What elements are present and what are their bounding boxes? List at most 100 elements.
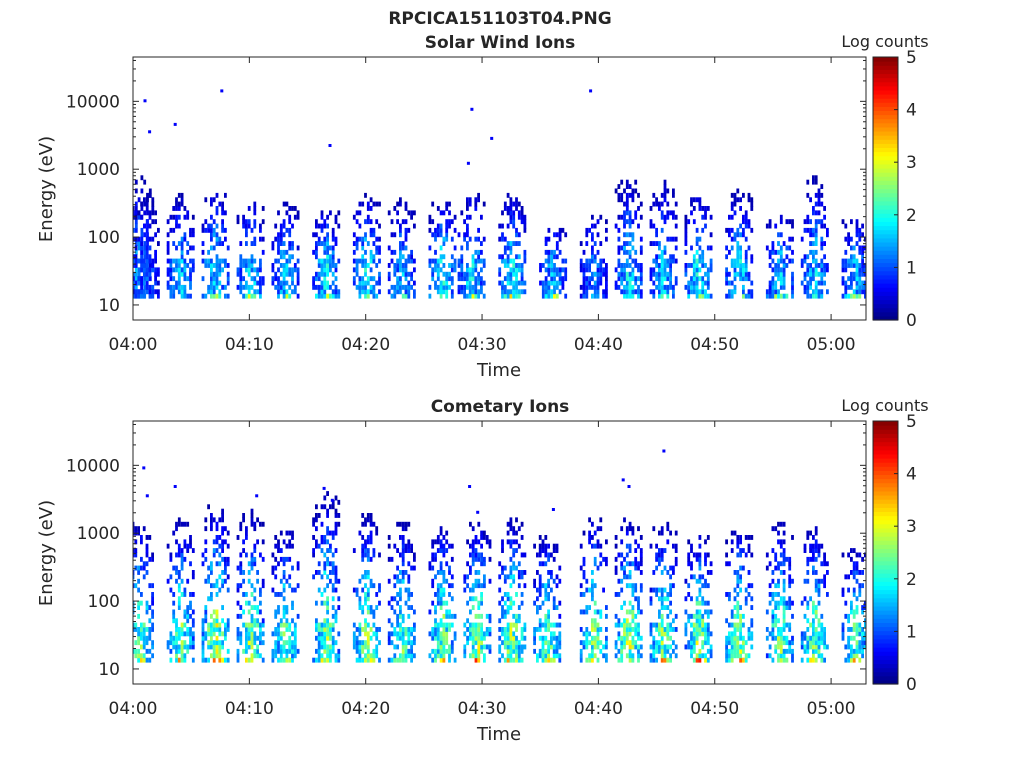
spectrogram-cell xyxy=(210,570,213,575)
spectrogram-cell xyxy=(823,657,826,663)
spectrogram-cell xyxy=(358,578,362,584)
spectrogram-cell xyxy=(180,653,184,659)
spectrogram-cell xyxy=(259,640,262,646)
spectrogram-cell xyxy=(602,556,605,562)
spectrogram-cell xyxy=(175,644,178,650)
spectrogram-cell xyxy=(803,635,807,641)
spectrogram-cell xyxy=(744,657,748,663)
spectrogram-cell xyxy=(809,232,812,238)
spectrogram-cell xyxy=(850,219,853,225)
spectrogram-cell xyxy=(480,600,483,606)
spectrogram-cell xyxy=(814,578,818,584)
spectrogram-cell xyxy=(434,631,437,637)
spectrogram-cell xyxy=(355,263,359,268)
spectrogram-cell xyxy=(498,648,502,654)
spectrogram-cell xyxy=(512,201,516,207)
spectrogram-cell xyxy=(509,197,513,203)
spectrogram-cell xyxy=(782,284,786,290)
spectrogram-cell xyxy=(271,653,275,659)
spectrogram-cell xyxy=(777,644,780,650)
spectrogram-cell xyxy=(812,565,815,571)
spectrogram-cell xyxy=(210,644,213,650)
spectrogram-cell xyxy=(253,622,257,628)
spectrogram-cell xyxy=(407,635,411,641)
spectrogram-cell xyxy=(236,267,240,273)
spectrogram-cell xyxy=(448,565,451,571)
spectrogram-cell xyxy=(331,232,335,238)
spectrogram-cell xyxy=(695,613,699,619)
spectrogram-cell xyxy=(329,284,332,290)
spectrogram-cell xyxy=(352,232,356,238)
spectrogram-cell xyxy=(474,289,478,295)
spectrogram-cell xyxy=(538,618,542,624)
spectrogram-cell xyxy=(291,223,294,229)
spectrogram-cell xyxy=(814,648,818,654)
spectrogram-cell xyxy=(245,627,248,632)
spectrogram-cell xyxy=(631,197,635,203)
spectrogram-cell xyxy=(550,276,554,282)
spectrogram-cell xyxy=(695,276,699,282)
spectrogram-cell xyxy=(690,613,693,619)
spectrogram-cell xyxy=(596,627,600,632)
spectrogram-cell xyxy=(334,236,338,242)
spectrogram-cell xyxy=(852,648,856,654)
spectrogram-cell xyxy=(224,622,227,628)
spectrogram-cell xyxy=(817,631,821,637)
spectrogram-cell xyxy=(695,249,699,255)
spectrogram-cell xyxy=(250,552,254,558)
spectrogram-cell xyxy=(599,526,603,532)
spectrogram-cell xyxy=(620,192,624,198)
spectrogram-cell xyxy=(660,284,664,290)
spectrogram-cell xyxy=(558,644,562,650)
spectrogram-cell xyxy=(858,263,862,268)
spectrogram-cell xyxy=(364,192,367,198)
spectrogram-cell xyxy=(366,552,370,558)
spectrogram-cell xyxy=(558,271,562,277)
spectrogram-cell xyxy=(393,583,397,589)
spectrogram-cell xyxy=(404,206,408,211)
spectrogram-cell xyxy=(151,600,154,606)
spectrogram-cell xyxy=(317,570,321,575)
spectrogram-cell xyxy=(361,640,365,646)
spectrogram-cell xyxy=(393,653,397,659)
spectrogram-cell xyxy=(291,276,294,282)
spectrogram-cell xyxy=(378,280,381,286)
spectrogram-cell xyxy=(501,289,504,295)
spectrogram-cell xyxy=(140,236,143,242)
spectrogram-cell xyxy=(782,657,786,663)
spectrogram-cell xyxy=(378,245,381,251)
spectrogram-cell xyxy=(596,267,600,273)
spectrogram-cell xyxy=(582,289,586,295)
spectrogram-cell xyxy=(204,631,208,637)
spectrogram-cell xyxy=(277,592,280,597)
spectrogram-cell xyxy=(210,653,213,659)
spectrogram-cell xyxy=(364,640,367,646)
spectrogram-cell xyxy=(129,267,132,272)
spectrogram-cell xyxy=(639,552,643,558)
spectrogram-cell xyxy=(466,627,469,632)
spectrogram-cell xyxy=(820,543,824,549)
spectrogram-cell xyxy=(692,263,696,268)
spectrogram-cell xyxy=(189,276,192,282)
spectrogram-cell xyxy=(274,223,278,229)
spectrogram-cell xyxy=(706,631,710,637)
spectrogram-cell xyxy=(704,640,707,646)
spectrogram-cell xyxy=(169,284,173,290)
spectrogram-cell xyxy=(215,618,219,624)
spectrogram-cell xyxy=(561,280,565,286)
spectrogram-cell xyxy=(538,622,542,628)
spectrogram-cell xyxy=(134,548,138,553)
spectrogram-cell xyxy=(774,613,778,619)
spectrogram-cell xyxy=(393,644,397,650)
spectrogram-cell xyxy=(730,293,734,299)
spectrogram-cell xyxy=(538,627,542,632)
spectrogram-cell xyxy=(210,635,213,641)
spectrogram-cell xyxy=(466,284,469,290)
spectrogram-cell xyxy=(180,197,184,203)
spectrogram-cell xyxy=(442,280,446,286)
spectrogram-cell xyxy=(655,622,658,628)
spectrogram-cell xyxy=(739,197,742,203)
spectrogram-cell xyxy=(695,271,699,277)
spectrogram-cell xyxy=(401,521,405,527)
spectrogram-cell xyxy=(660,627,664,632)
